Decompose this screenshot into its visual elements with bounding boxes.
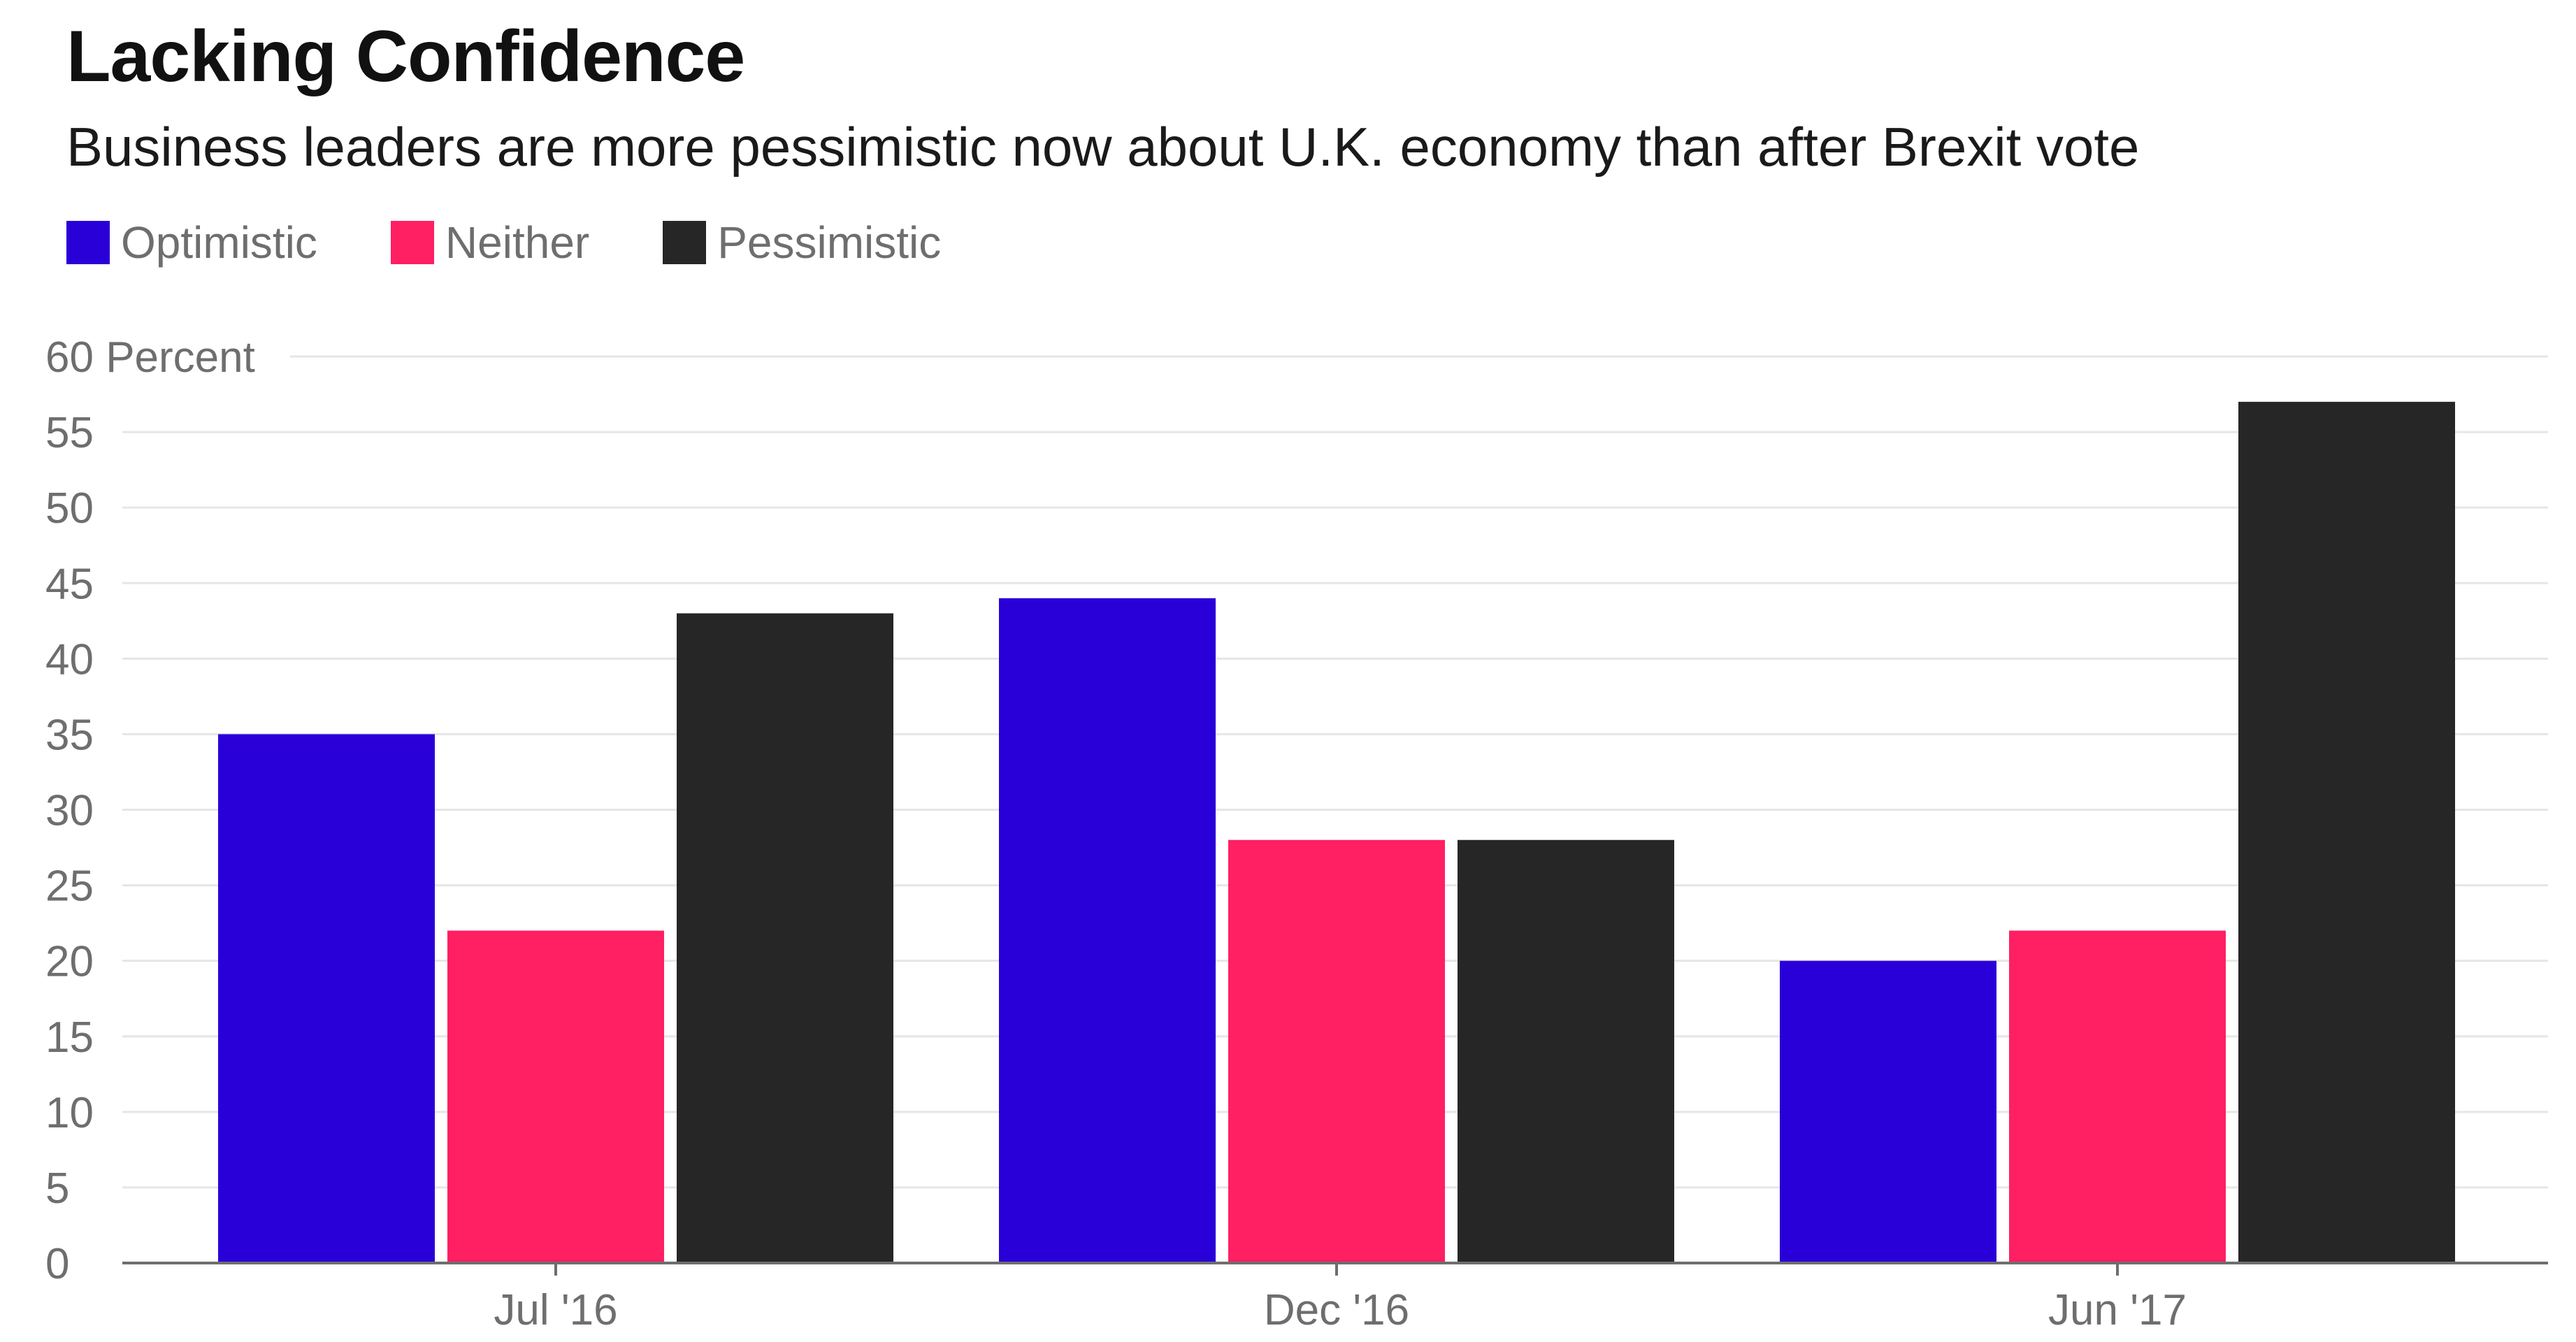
legend-label-optimistic: Optimistic <box>121 217 317 268</box>
x-axis-ticks: Jul '16 Dec '16 Jun '17 <box>494 1263 2187 1334</box>
legend-swatch-neither <box>390 221 434 264</box>
y-tick-label: 20 <box>45 938 94 986</box>
y-tick-label: 0 <box>45 1240 69 1288</box>
bar-pessimistic-3 <box>2238 401 2455 1263</box>
y-axis-ticks: 0 5 10 15 20 25 30 35 40 45 50 55 60 Percent <box>45 333 255 1288</box>
y-tick-label: 45 <box>45 560 94 608</box>
bar-neither-1 <box>447 930 664 1263</box>
y-tick-label: 60 Percent <box>45 333 255 382</box>
y-tick-label: 15 <box>45 1013 94 1062</box>
legend-swatch-optimistic <box>66 221 110 264</box>
legend-item-pessimistic: Pessimistic <box>663 217 941 268</box>
bars <box>218 401 2455 1263</box>
bar-optimistic-3 <box>1780 960 1996 1263</box>
y-tick-label: 50 <box>45 484 94 533</box>
chart-subtitle: Business leaders are more pessimistic no… <box>66 116 2140 178</box>
legend-item-neither: Neither <box>390 217 590 268</box>
y-tick-label: 10 <box>45 1089 94 1137</box>
y-tick-label: 30 <box>45 787 94 835</box>
y-tick-label: 25 <box>45 863 94 911</box>
x-tick-label: Dec '16 <box>1264 1286 1409 1334</box>
bar-pessimistic-2 <box>1458 839 1674 1263</box>
legend-label-pessimistic: Pessimistic <box>717 217 942 268</box>
y-tick-label: 5 <box>45 1164 69 1213</box>
legend: Optimistic Neither Pessimistic <box>66 217 1014 268</box>
bar-optimistic-1 <box>218 734 435 1263</box>
x-tick-label: Jun '17 <box>2048 1286 2187 1334</box>
x-tick-label: Jul '16 <box>494 1286 617 1334</box>
y-tick-label: 40 <box>45 635 94 684</box>
chart-title: Lacking Confidence <box>66 16 745 97</box>
bar-optimistic-2 <box>999 598 1216 1263</box>
y-tick-label: 55 <box>45 409 94 457</box>
legend-swatch-pessimistic <box>663 221 707 264</box>
bar-neither-2 <box>1228 839 1445 1263</box>
bar-neither-3 <box>2009 930 2226 1263</box>
y-tick-label: 35 <box>45 711 94 759</box>
bar-pessimistic-1 <box>677 613 893 1263</box>
legend-item-optimistic: Optimistic <box>66 217 317 268</box>
legend-label-neither: Neither <box>445 217 590 268</box>
